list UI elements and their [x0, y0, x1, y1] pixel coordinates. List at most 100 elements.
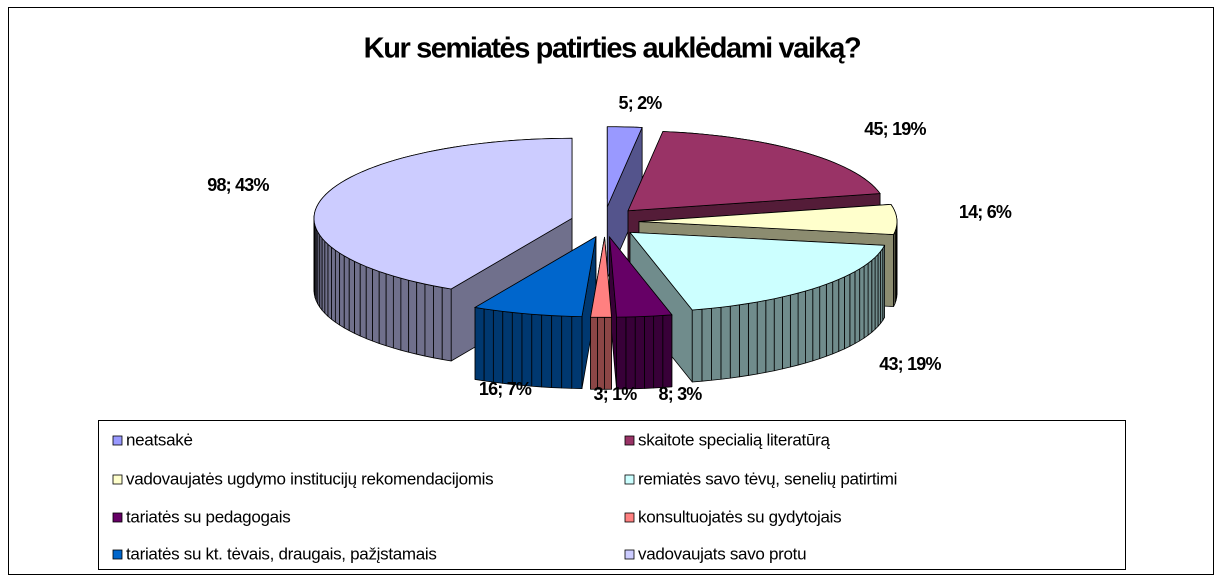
slice-side — [854, 268, 861, 344]
slice-side — [701, 307, 712, 382]
slice-side — [331, 246, 336, 323]
slice-side — [747, 301, 758, 376]
slice-side — [711, 306, 722, 381]
legend-swatch — [624, 435, 635, 446]
legend-swatch — [624, 549, 635, 560]
slice-side — [634, 316, 645, 390]
slice-side — [797, 290, 806, 366]
slice-side — [385, 273, 394, 349]
slice-side — [893, 231, 896, 307]
slice-side — [756, 299, 767, 375]
value-label: 45; 19% — [864, 119, 926, 139]
legend-label: vadovaujatės ugdymo institucijų rekomend… — [126, 469, 493, 488]
slice-side — [334, 249, 341, 326]
slice-side — [616, 316, 627, 390]
legend-swatch — [624, 512, 635, 523]
chart-title: Kur semiatės patirties auklėdami vaiką? — [364, 33, 861, 65]
legend-label: remiatės savo tėvų, senelių patirtimi — [638, 469, 897, 488]
legend-label: tariatės su pedagogais — [126, 507, 290, 526]
slice-side — [691, 308, 703, 383]
slice-side — [416, 281, 426, 357]
legend-label: vadovaujats savo protu — [638, 544, 806, 563]
slice-side — [859, 265, 865, 342]
slice-side — [400, 277, 410, 353]
slice-side — [571, 315, 583, 390]
slice-side — [327, 243, 332, 320]
slice-side — [805, 288, 814, 364]
slice-side — [433, 285, 443, 360]
slice — [590, 236, 612, 390]
slice-side — [590, 316, 598, 390]
slice-side — [765, 298, 775, 373]
value-label: 5; 2% — [618, 93, 662, 113]
slice-side — [474, 307, 485, 382]
slice-side — [359, 263, 367, 339]
slice-side — [773, 296, 783, 372]
slice-side — [825, 281, 834, 357]
slice-side — [392, 275, 402, 351]
slice-side — [441, 287, 452, 362]
slice-side — [867, 259, 873, 336]
slice-side — [812, 286, 821, 362]
slice-side — [874, 253, 879, 330]
value-label: 16; 7% — [479, 379, 532, 399]
slice-side — [521, 312, 533, 387]
slice-side — [644, 315, 655, 389]
legend-swatch — [112, 474, 123, 485]
slice-side — [597, 316, 605, 390]
value-label: 98; 43% — [207, 175, 269, 195]
slice — [606, 126, 643, 280]
slice-top — [606, 126, 643, 207]
slice-side — [492, 309, 504, 384]
slice-side — [863, 262, 869, 339]
slice-side — [662, 314, 673, 388]
chart-border — [8, 7, 1214, 575]
slice-side — [832, 278, 840, 355]
slice-side — [324, 240, 329, 317]
slice-top — [609, 235, 673, 318]
slice — [313, 137, 573, 362]
slice-top — [638, 203, 898, 235]
legend-label: skaitote specialią literatūrą — [638, 430, 830, 449]
slice-side — [844, 273, 851, 350]
slice-side — [502, 310, 513, 385]
slice-side — [849, 271, 856, 347]
slice-side — [871, 256, 876, 333]
slice-side — [531, 313, 543, 388]
slice-top — [627, 131, 881, 212]
legend-swatch — [624, 474, 635, 485]
slice-side — [365, 266, 373, 342]
slice-side — [819, 283, 827, 359]
slice-side — [354, 260, 361, 337]
slice-side — [541, 314, 553, 388]
slice-side — [789, 292, 799, 368]
slice-top — [313, 137, 573, 290]
slice-side — [339, 252, 345, 329]
slice-side — [838, 276, 845, 352]
pie — [313, 126, 898, 390]
slice-side — [378, 271, 387, 347]
slice-side — [729, 304, 740, 379]
slice-top — [590, 237, 612, 318]
slice-side — [738, 303, 749, 378]
slice-side — [782, 294, 791, 370]
legend-swatch — [112, 435, 123, 446]
slice-side — [408, 279, 418, 355]
slice-side — [511, 312, 523, 386]
slice-side — [653, 315, 664, 389]
slice-side — [372, 268, 380, 344]
slice-side — [348, 258, 355, 334]
slice-side — [483, 308, 494, 383]
value-label: 14; 6% — [959, 202, 1012, 222]
legend-label: konsultuojatės su gydytojais — [638, 507, 841, 526]
legend-box — [98, 420, 1126, 570]
legend-swatch — [112, 512, 123, 523]
slice-side — [343, 255, 350, 332]
slice-side — [720, 305, 731, 380]
slice — [629, 231, 886, 383]
slice-side — [424, 283, 434, 359]
slice-side — [321, 237, 326, 314]
value-label: 3; 1% — [593, 384, 637, 404]
slice-top — [473, 235, 597, 318]
legend-label: neatsakė — [126, 430, 193, 449]
